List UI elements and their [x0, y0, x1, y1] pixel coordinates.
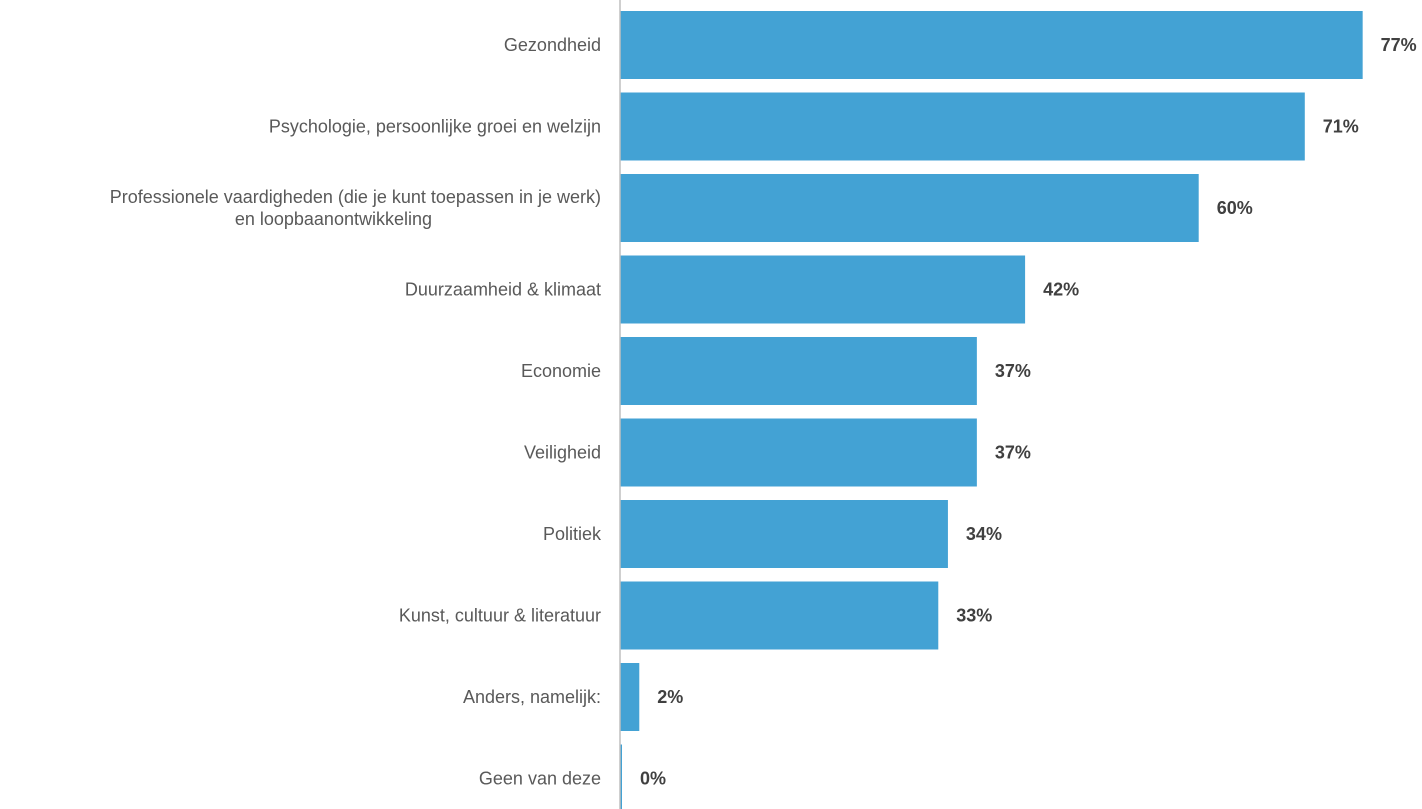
category-label-3: Duurzaamheid & klimaat — [405, 280, 601, 300]
category-label-line: Geen van deze — [479, 769, 601, 789]
category-label-line: Kunst, cultuur & literatuur — [399, 606, 601, 626]
bar-5 — [620, 418, 977, 487]
category-label-line: Professionele vaardigheden (die je kunt … — [110, 187, 601, 207]
category-label-0: Gezondheid — [504, 35, 601, 55]
category-label-line: Psychologie, persoonlijke groei en welzi… — [269, 117, 601, 137]
category-label-5: Veiligheid — [524, 443, 601, 463]
value-label-5: 37% — [995, 443, 1031, 463]
value-label-9: 0% — [640, 769, 666, 789]
category-label-line: Anders, namelijk: — [463, 687, 601, 707]
value-labels-group: 77% 71% 60% 42% 37% 37% 34% 33% 2% 0% — [640, 35, 1417, 789]
category-label-6: Politiek — [543, 524, 602, 544]
category-label-line: Veiligheid — [524, 443, 601, 463]
category-label-1: Psychologie, persoonlijke groei en welzi… — [269, 117, 601, 137]
bar-9 — [620, 744, 622, 809]
category-label-9: Geen van deze — [479, 769, 601, 789]
bar-3 — [620, 255, 1026, 324]
value-label-2: 60% — [1217, 198, 1253, 218]
category-label-line: Politiek — [543, 524, 602, 544]
value-label-6: 34% — [966, 524, 1002, 544]
bar-0 — [620, 11, 1363, 79]
category-label-8: Anders, namelijk: — [463, 687, 601, 707]
bar-8 — [620, 663, 640, 731]
category-labels-group: Gezondheid Psychologie, persoonlijke groe… — [110, 35, 602, 789]
bar-7 — [620, 581, 939, 650]
category-label-line: Gezondheid — [504, 35, 601, 55]
category-label-2: Professionele vaardigheden (die je kunt … — [110, 187, 601, 229]
bars-group — [620, 11, 1363, 809]
value-label-1: 71% — [1323, 117, 1359, 137]
bar-6 — [620, 500, 948, 568]
value-label-4: 37% — [995, 361, 1031, 381]
value-label-3: 42% — [1043, 280, 1079, 300]
category-label-4: Economie — [521, 361, 601, 381]
value-label-8: 2% — [657, 687, 683, 707]
bar-1 — [620, 92, 1305, 161]
category-label-line: en loopbaanontwikkeling — [235, 209, 432, 229]
category-label-line: Economie — [521, 361, 601, 381]
category-label-7: Kunst, cultuur & literatuur — [399, 606, 601, 626]
bar-4 — [620, 337, 977, 405]
category-label-line: Duurzaamheid & klimaat — [405, 280, 601, 300]
value-label-0: 77% — [1381, 35, 1417, 55]
bar-2 — [620, 174, 1199, 242]
value-label-7: 33% — [956, 606, 992, 626]
